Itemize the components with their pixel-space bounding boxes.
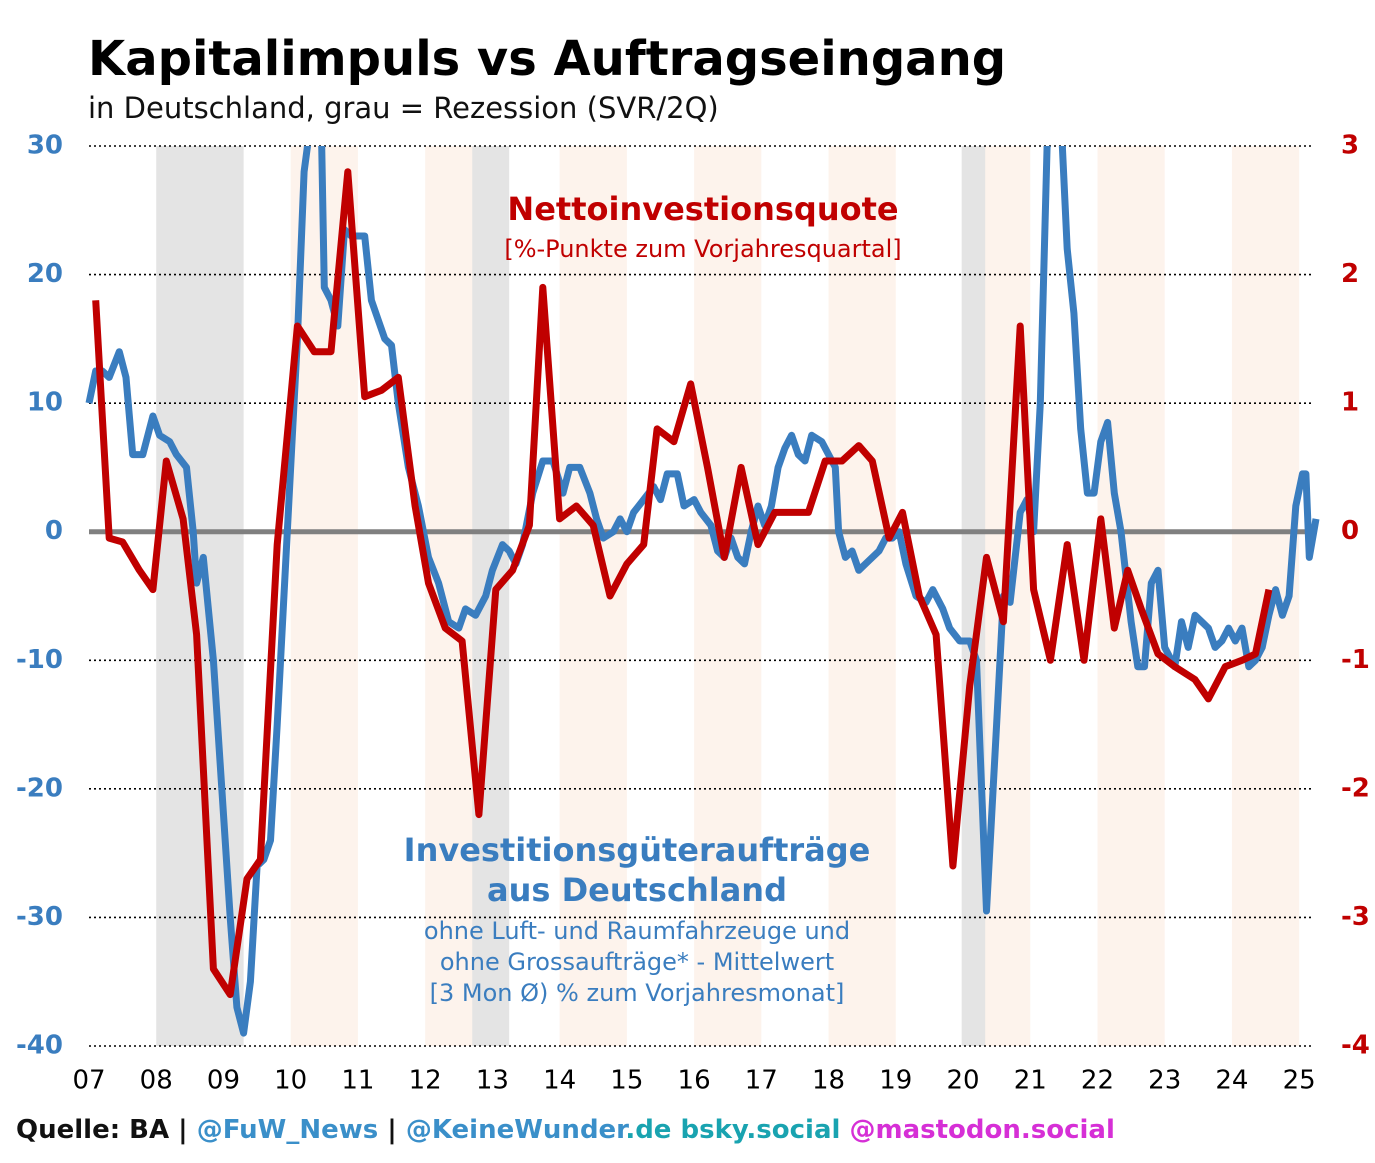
x-tick-label: 08 — [140, 1066, 173, 1096]
x-tick-label: 10 — [274, 1066, 307, 1096]
x-tick-label: 25 — [1283, 1066, 1316, 1096]
y2-tick-label: 3 — [1341, 131, 1359, 161]
series-line — [92, 168, 1273, 999]
x-tick-label: 20 — [946, 1066, 979, 1096]
y2-tick-label: 1 — [1341, 388, 1359, 418]
annotation: ohne Grossaufträge* - Mittelwert — [440, 948, 834, 976]
footer-part: @mastodon.social — [840, 1115, 1114, 1145]
y-tick-label: -10 — [16, 645, 63, 675]
annotation: [%-Punkte zum Vorjahresquartal] — [504, 235, 901, 263]
series-line — [85, 146, 1320, 1037]
x-tick-label: 19 — [879, 1066, 912, 1096]
x-tick-label: 23 — [1148, 1066, 1181, 1096]
x-tick-label: 16 — [678, 1066, 711, 1096]
x-tick-label: 24 — [1215, 1066, 1248, 1096]
footer-part: | — [378, 1115, 406, 1145]
x-tick-label: 14 — [543, 1066, 576, 1096]
x-tick-label: 11 — [341, 1066, 374, 1096]
x-tick-label: 07 — [72, 1066, 105, 1096]
y2-tick-label: -3 — [1341, 902, 1370, 932]
footer: Quelle: BA | @FuW_News | @KeineWunder.de… — [16, 1115, 1115, 1145]
annotation: aus Deutschland — [487, 871, 787, 909]
footer-part: .de bsky.social — [625, 1115, 840, 1145]
x-tick-label: 18 — [812, 1066, 845, 1096]
year-band — [694, 146, 762, 1046]
y-tick-label: -20 — [16, 773, 63, 803]
annotation: Investitionsgüteraufträge — [404, 831, 871, 869]
y-tick-label: 0 — [45, 516, 63, 546]
chart-title: Kapitalimpuls vs Auftragseingang — [88, 31, 1006, 87]
y2-tick-label: -4 — [1341, 1031, 1370, 1061]
recession-band — [472, 146, 510, 1046]
x-tick-label: 21 — [1014, 1066, 1047, 1096]
annotation: [3 Mon Ø) % zum Vorjahresmonat] — [430, 979, 845, 1007]
x-tick-label: 12 — [409, 1066, 442, 1096]
y2-tick-label: 2 — [1341, 259, 1359, 289]
x-tick-label: 22 — [1081, 1066, 1114, 1096]
y2-tick-label: -2 — [1341, 773, 1370, 803]
footer-part: Quelle: BA | — [16, 1115, 197, 1145]
x-tick-label: 09 — [207, 1066, 240, 1096]
year-band — [559, 146, 627, 1046]
x-tick-label: 17 — [745, 1066, 778, 1096]
chart-subtitle: in Deutschland, grau = Rezession (SVR/2Q… — [88, 91, 719, 125]
y-tick-label: -40 — [16, 1031, 63, 1061]
y-tick-label: 10 — [27, 388, 63, 418]
y-tick-label: 30 — [27, 131, 63, 161]
y2-tick-label: -1 — [1341, 645, 1370, 675]
y-tick-label: 20 — [27, 259, 63, 289]
x-tick-label: 15 — [610, 1066, 643, 1096]
x-tick-label: 13 — [476, 1066, 509, 1096]
year-band — [828, 146, 896, 1046]
annotation: ohne Luft- und Raumfahrzeuge und — [424, 917, 850, 945]
recession-band — [961, 146, 986, 1046]
footer-part: @FuW_News — [197, 1115, 379, 1145]
footer-part: @KeineWunder — [406, 1115, 629, 1145]
y2-tick-label: 0 — [1341, 516, 1359, 546]
annotation: Nettoinvestionsquote — [507, 190, 898, 228]
y-tick-label: -30 — [16, 902, 63, 932]
